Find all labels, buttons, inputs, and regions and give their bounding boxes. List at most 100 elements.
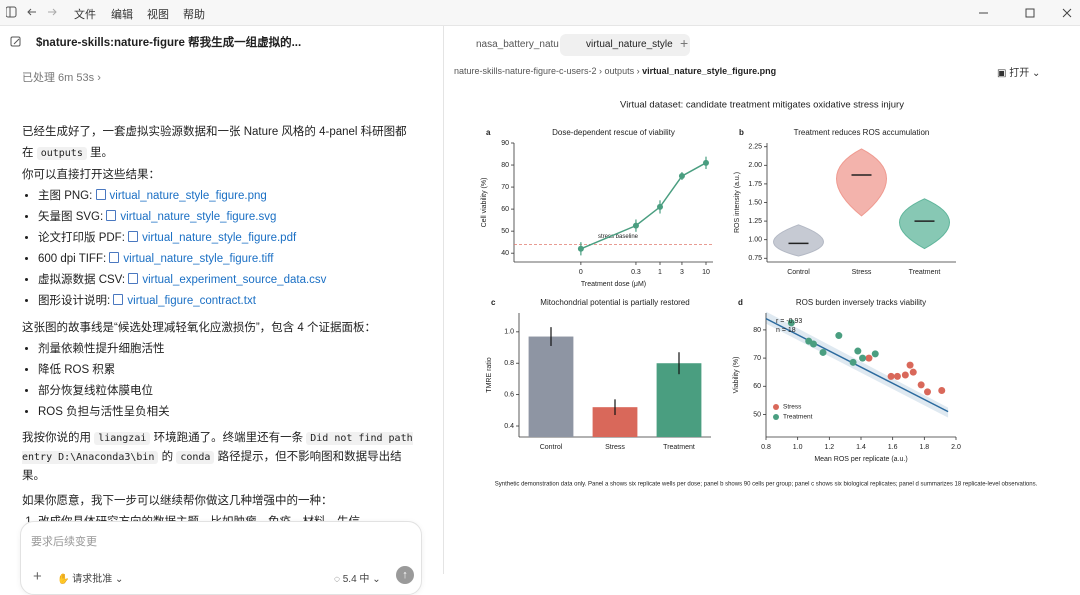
y-axis-label: TMRE ratio (486, 357, 493, 393)
y-tick-label: 50 (753, 411, 761, 418)
file-item: 图形设计说明: virtual_figure_contract.txt (38, 291, 417, 312)
point (909, 368, 917, 376)
point (871, 350, 879, 358)
page: 文件 编辑 视图 帮助 $nature-skills:nature-figure… (0, 0, 1080, 574)
x-axis-label: Mean ROS per replicate (a.u.) (814, 456, 907, 463)
x-tick-label: 1.4 (856, 444, 866, 451)
text: 已经生成好了，一套虚拟实验源数据和一张 Nature 风格的 4-panel 科… (22, 126, 407, 159)
menu-item[interactable]: 帮助 (183, 9, 205, 21)
x-axis-label: Treatment dose (μM) (581, 281, 646, 288)
file-link[interactable]: virtual_experiment_source_data.csv (142, 274, 327, 286)
point-list: 剂量依赖性提升细胞活性降低 ROS 积累部分恢复线粒体膜电位ROS 负担与活性呈… (22, 339, 417, 423)
crumb[interactable]: nature-skills-nature-figure-c-users-2 (454, 66, 597, 76)
violin (836, 148, 887, 217)
annotation: n = 18 (776, 327, 796, 334)
model: 5.4 中 (342, 574, 370, 585)
file-label: 600 dpi TIFF: (38, 253, 107, 265)
tab-label: nasa_battery_natu (476, 39, 559, 50)
point: 剂量依赖性提升细胞活性 (38, 339, 417, 360)
approval-menu[interactable]: ✋ 请求批准 ⌄ (57, 574, 124, 585)
y-tick-label: 70 (753, 355, 761, 362)
y-tick-label: 60 (501, 206, 509, 213)
y-tick-label: 2.25 (748, 144, 762, 151)
point (865, 354, 873, 362)
x-tick-label: Treatment (909, 269, 941, 276)
crumb[interactable]: outputs (604, 66, 635, 76)
y-tick-label: 0.6 (504, 391, 514, 398)
tab[interactable]: nasa_battery_natu (450, 34, 574, 56)
menu-item[interactable]: 视图 (147, 9, 169, 21)
viewer-panel: nasa_battery_natu virtual_nature_style +… (444, 26, 1080, 574)
open-button[interactable]: ▣ 打开 ⌄ (997, 68, 1041, 79)
point (632, 222, 639, 229)
y-axis-label: Cell viability (%) (481, 178, 488, 228)
add-button[interactable]: + (33, 568, 42, 585)
panel-title: ROS burden inversely tracks viability (796, 298, 926, 307)
chat-panel: $nature-skills:nature-figure 帮我生成一组虚拟的..… (0, 26, 444, 595)
point (917, 381, 925, 389)
open-label: 打开 (1009, 68, 1030, 79)
status[interactable]: 已处理 6m 53s › (22, 72, 101, 84)
point: 降低 ROS 积累 (38, 360, 417, 381)
file-link[interactable]: virtual_nature_style_figure.pdf (142, 232, 297, 244)
x-tick-label: 2.0 (951, 444, 961, 451)
point: 部分恢复线粒体膜电位 (38, 381, 417, 402)
y-axis-label: ROS intensity (a.u.) (734, 172, 741, 233)
panel-letter: a (486, 128, 491, 137)
file-item: 虚拟源数据 CSV: virtual_experiment_source_dat… (38, 270, 417, 291)
x-tick-label: Control (540, 444, 563, 451)
x-tick-label: Treatment (663, 444, 695, 451)
window-controls[interactable] (975, 6, 1075, 20)
panel-title: Treatment reduces ROS accumulation (794, 128, 930, 137)
send-button[interactable]: ↑ (396, 566, 414, 584)
panel-letter: b (739, 128, 744, 137)
legend-label: Treatment (783, 414, 813, 421)
menu-item[interactable]: 文件 (74, 9, 96, 21)
file-label: 虚拟源数据 CSV: (38, 274, 126, 286)
y-tick-label: 80 (501, 162, 509, 169)
y-tick-label: 0.75 (748, 255, 762, 262)
new-tab[interactable]: + (680, 35, 689, 51)
menu-item[interactable]: 编辑 (111, 9, 133, 21)
file-link[interactable]: virtual_nature_style_figure.tiff (123, 253, 274, 265)
thread-title: $nature-skills:nature-figure 帮我生成一组虚拟的..… (36, 37, 302, 49)
text: 的 (158, 451, 177, 463)
file-item: 矢量图 SVG: virtual_nature_style_figure.svg (38, 207, 417, 228)
violin (899, 198, 950, 250)
figure: Virtual dataset: candidate treatment mit… (481, 100, 1038, 488)
x-tick-label: Stress (605, 444, 625, 451)
edit-icon[interactable] (10, 36, 22, 48)
input-box[interactable]: 要求后续变更 + ✋ 请求批准 ⌄ ◌ 5.4 中 ⌄ ↑ (20, 521, 422, 595)
file-link[interactable]: virtual_nature_style_figure.svg (120, 211, 277, 223)
bar (528, 336, 574, 437)
file-link[interactable]: virtual_nature_style_figure.png (109, 190, 267, 202)
text: 环境跑通了。终端里还有一条 (150, 432, 307, 444)
model-menu[interactable]: ◌ 5.4 中 ⌄ (334, 574, 381, 585)
x-tick-label: 10 (702, 269, 710, 276)
y-tick-label: 0.8 (504, 360, 514, 367)
file-link[interactable]: virtual_figure_contract.txt (127, 295, 256, 307)
file-label: 图形设计说明: (38, 295, 111, 307)
panel-letter: d (738, 298, 743, 307)
file-label: 主图 PNG: (38, 190, 93, 202)
y-axis-label: Viability (%) (733, 357, 740, 394)
tab-active[interactable]: virtual_nature_style (560, 34, 690, 56)
baseline-label: stress baseline (598, 234, 639, 240)
y-tick-label: 1.75 (748, 181, 762, 188)
y-tick-label: 90 (501, 140, 509, 147)
approval: 请求批准 (72, 574, 113, 585)
breadcrumb: nature-skills-nature-figure-c-users-2 › … (454, 66, 777, 76)
point (810, 340, 817, 348)
inline-code: conda (176, 451, 215, 464)
y-tick-label: 2.00 (748, 162, 762, 169)
point (577, 245, 584, 252)
x-tick-label: 1.2 (824, 444, 834, 451)
crumb: virtual_nature_style_figure.png (642, 66, 777, 76)
x-tick-label: Stress (852, 269, 872, 276)
file-icon (109, 252, 120, 263)
x-tick-label: 3 (680, 269, 684, 276)
y-tick-label: 40 (501, 250, 509, 257)
y-tick-label: 60 (753, 383, 761, 390)
point (893, 372, 901, 380)
more-button[interactable]: ··· (271, 32, 283, 46)
